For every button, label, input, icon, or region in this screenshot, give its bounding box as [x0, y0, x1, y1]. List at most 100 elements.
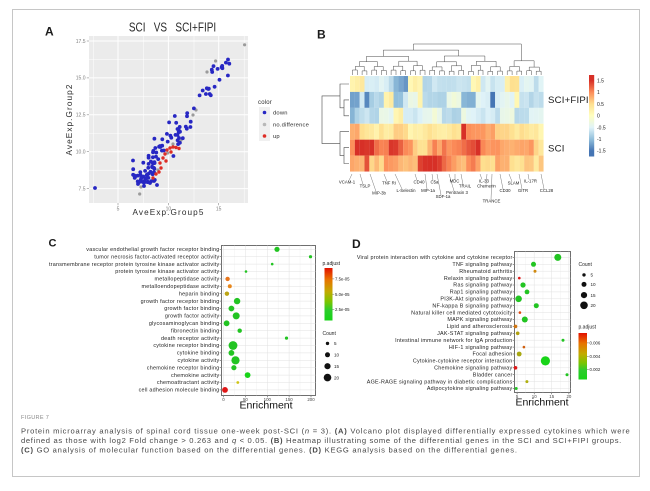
svg-text:L-Selectin: L-Selectin: [396, 188, 416, 193]
svg-text:5.0e-05: 5.0e-05: [335, 292, 350, 297]
svg-text:0.002: 0.002: [590, 367, 601, 372]
svg-text:p.adjust: p.adjust: [323, 261, 341, 267]
svg-text:transmembrane receptor protein: transmembrane receptor protein tyrosine …: [49, 262, 220, 268]
svg-text:0.5: 0.5: [597, 102, 604, 108]
svg-text:Focal adhesion: Focal adhesion: [472, 352, 512, 358]
svg-text:vascular endothelial growth fa: vascular endothelial growth factor recep…: [86, 247, 219, 253]
svg-text:no.difference: no.difference: [273, 123, 309, 129]
svg-text:10.0: 10.0: [76, 150, 86, 156]
svg-text:HIF-1 signaling pathway: HIF-1 signaling pathway: [449, 345, 513, 351]
svg-text:Natural killer cell mediated c: Natural killer cell mediated cytotoxicit…: [411, 310, 512, 316]
svg-text:cell adhesion molecule binding: cell adhesion molecule binding: [139, 388, 220, 394]
svg-text:AveExp.Group2: AveExp.Group2: [65, 84, 74, 156]
svg-text:-1: -1: [597, 137, 602, 143]
svg-text:Bladder cancer: Bladder cancer: [473, 372, 513, 378]
svg-text:JAK-STAT signaling pathway: JAK-STAT signaling pathway: [437, 331, 512, 337]
svg-text:Pentraxin 3: Pentraxin 3: [446, 190, 468, 195]
svg-text:NF-kappa B signaling pathway: NF-kappa B signaling pathway: [432, 303, 512, 309]
svg-text:5: 5: [117, 207, 120, 213]
svg-text:glycosaminoglycan binding: glycosaminoglycan binding: [149, 321, 220, 327]
svg-text:15: 15: [216, 207, 222, 213]
svg-text:CD40: CD40: [414, 180, 426, 185]
svg-text:Enrichment: Enrichment: [239, 400, 292, 412]
svg-text:TNF RI: TNF RI: [382, 181, 396, 186]
svg-text:TNF signaling pathway: TNF signaling pathway: [452, 262, 512, 268]
svg-text:up: up: [273, 134, 280, 140]
svg-text:A: A: [45, 25, 54, 39]
svg-text:Rheumatoid arthritis: Rheumatoid arthritis: [459, 269, 512, 275]
svg-text:5: 5: [516, 394, 519, 399]
svg-text:color: color: [258, 100, 272, 106]
svg-text:C: C: [49, 238, 57, 250]
svg-text:Intestinal immune network for: Intestinal immune network for IgA produc…: [395, 338, 512, 344]
svg-text:growth factor receptor binding: growth factor receptor binding: [141, 299, 220, 305]
svg-text:D: D: [352, 237, 361, 251]
svg-text:15: 15: [334, 364, 340, 369]
svg-text:0: 0: [597, 114, 600, 120]
svg-text:50: 50: [243, 397, 248, 402]
svg-text:Chemerin: Chemerin: [477, 184, 496, 189]
svg-text:10: 10: [166, 207, 172, 213]
svg-text:chemokine activity: chemokine activity: [171, 373, 220, 379]
svg-text:TRAIL: TRAIL: [459, 184, 472, 189]
svg-text:MAPK signaling pathway: MAPK signaling pathway: [447, 317, 512, 323]
svg-text:MDC: MDC: [450, 179, 460, 184]
svg-text:Chemokine signaling pathway: Chemokine signaling pathway: [434, 366, 512, 372]
svg-text:0.004: 0.004: [590, 354, 601, 359]
svg-text:Lipid and atherosclerosis: Lipid and atherosclerosis: [447, 324, 513, 330]
svg-text:1: 1: [597, 90, 600, 96]
svg-text:17.5: 17.5: [76, 39, 86, 45]
svg-text:5: 5: [591, 273, 594, 278]
svg-text:SCI+FIPI: SCI+FIPI: [548, 95, 589, 106]
svg-text:FIGURE 7: FIGURE 7: [21, 415, 49, 421]
svg-text:20: 20: [566, 394, 571, 399]
svg-text:15: 15: [549, 394, 554, 399]
svg-text:Adipocytokine signaling pathwa: Adipocytokine signaling pathway: [427, 386, 513, 392]
svg-text:Ras signaling pathway: Ras signaling pathway: [453, 283, 512, 289]
svg-text:Protein microarray analysis of: Protein microarray analysis of spinal co…: [21, 427, 630, 436]
svg-text:TSLP: TSLP: [360, 184, 371, 189]
svg-text:AGE-RAGE signaling pathway in: AGE-RAGE signaling pathway in diabetic c…: [367, 379, 513, 385]
svg-text:C5a: C5a: [431, 180, 439, 185]
svg-text:7.5e-05: 7.5e-05: [335, 277, 350, 282]
svg-text:Viral protein interaction with: Viral protein interaction with cytokine …: [357, 255, 513, 261]
svg-text:0: 0: [222, 397, 225, 402]
svg-text:MIP-1a: MIP-1a: [421, 188, 435, 193]
svg-text:200: 200: [307, 397, 315, 402]
svg-text:AveExp.Group5: AveExp.Group5: [133, 208, 205, 217]
svg-text:defined as those with log2 Fol: defined as those with log2 Fold change >…: [21, 436, 622, 445]
svg-text:10: 10: [591, 282, 597, 287]
svg-text:Count: Count: [323, 331, 337, 337]
svg-text:chemokine receptor binding: chemokine receptor binding: [147, 365, 220, 371]
svg-text:cytokine receptor binding: cytokine receptor binding: [153, 343, 219, 349]
svg-text:Rap1 signaling pathway: Rap1 signaling pathway: [450, 290, 513, 296]
svg-text:Cytokine-cytokine receptor int: Cytokine-cytokine receptor interaction: [413, 359, 513, 365]
svg-text:Enrichment: Enrichment: [515, 397, 568, 409]
svg-text:growth factor activity: growth factor activity: [165, 314, 220, 320]
svg-text:-0.5: -0.5: [597, 125, 606, 131]
svg-text:fibronectin binding: fibronectin binding: [171, 328, 220, 334]
svg-text:5: 5: [334, 341, 337, 346]
svg-text:Count: Count: [579, 262, 593, 268]
svg-text:death receptor activity: death receptor activity: [161, 336, 220, 342]
svg-text:SCI VS SCI+FIPI: SCI VS SCI+FIPI: [129, 22, 216, 35]
svg-text:SLAM: SLAM: [508, 181, 520, 186]
svg-text:MIP-3b: MIP-3b: [372, 191, 386, 196]
svg-text:100: 100: [264, 397, 272, 402]
svg-text:cytokine activity: cytokine activity: [178, 358, 220, 364]
svg-text:10: 10: [334, 353, 340, 358]
svg-text:SCI: SCI: [548, 144, 565, 155]
svg-text:metalloendopeptidase activity: metalloendopeptidase activity: [142, 284, 220, 290]
svg-text:GITR: GITR: [518, 188, 528, 193]
svg-text:cytokine binding: cytokine binding: [177, 351, 220, 357]
svg-text:(C) GO analysis of molecular f: (C) GO analysis of molecular function ba…: [21, 446, 518, 455]
svg-text:B: B: [317, 28, 326, 42]
svg-text:metallopeptidase activity: metallopeptidase activity: [155, 277, 220, 283]
svg-text:CCL28: CCL28: [540, 188, 554, 193]
svg-text:p.adjust: p.adjust: [579, 325, 597, 331]
svg-text:IL-33: IL-33: [479, 179, 489, 184]
svg-text:20: 20: [334, 375, 340, 380]
svg-text:150: 150: [285, 397, 293, 402]
svg-text:chemoattractant activity: chemoattractant activity: [157, 380, 220, 386]
svg-text:1.5: 1.5: [597, 78, 604, 84]
